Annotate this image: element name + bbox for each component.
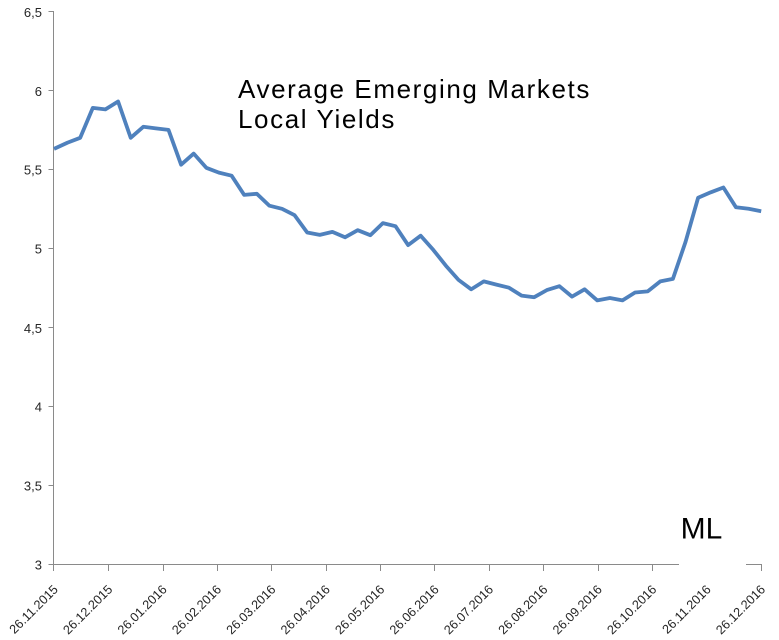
svg-text:4: 4 xyxy=(35,400,42,415)
svg-text:3: 3 xyxy=(35,557,42,572)
svg-text:5: 5 xyxy=(35,242,42,257)
svg-text:Average Emerging Markets: Average Emerging Markets xyxy=(238,74,591,104)
svg-text:Local Yields: Local Yields xyxy=(238,104,396,134)
svg-text:4,5: 4,5 xyxy=(24,321,42,336)
svg-text:3,5: 3,5 xyxy=(24,479,42,494)
svg-text:6: 6 xyxy=(35,84,42,99)
svg-text:ML: ML xyxy=(681,513,723,546)
svg-text:5,5: 5,5 xyxy=(24,163,42,178)
svg-text:6,5: 6,5 xyxy=(24,5,42,20)
